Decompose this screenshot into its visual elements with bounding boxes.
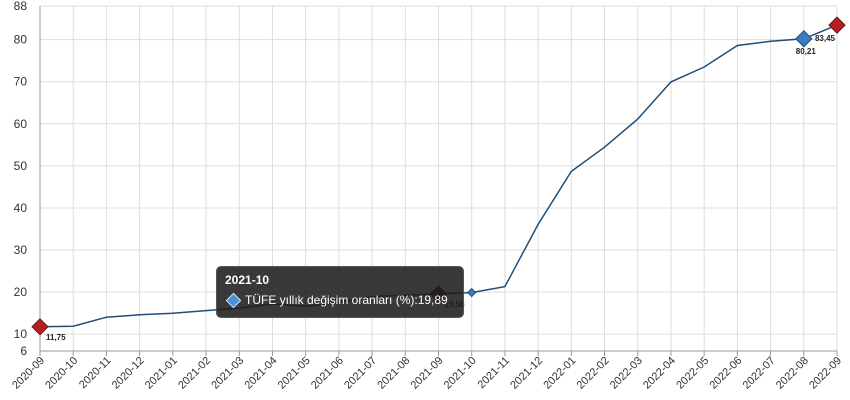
x-tick-label: 2021-01 (143, 355, 180, 392)
y-tick-label: 88 (14, 0, 28, 13)
y-tick-label: 70 (14, 75, 28, 89)
tooltip-title: 2021-10 (225, 273, 270, 287)
chart-tooltip: 2021-10 TÜFE yıllık değişim oranları (%)… (216, 266, 464, 318)
x-tick-label: 2021-07 (342, 355, 379, 392)
x-tick-label: 2020-10 (43, 355, 80, 392)
y-tick-label: 20 (14, 285, 28, 299)
x-tick-label: 2022-06 (707, 355, 744, 392)
x-tick-label: 2021-03 (209, 355, 246, 392)
x-tick-label: 2020-09 (10, 355, 47, 392)
y-tick-label: 40 (14, 201, 28, 215)
data-point-marker (828, 16, 846, 34)
data-label: 80,21 (796, 47, 817, 56)
tooltip-row: TÜFE yıllık değişim oranları (%): 19,89 (225, 292, 455, 308)
x-tick-label: 2022-02 (575, 355, 612, 392)
data-point-marker (795, 30, 813, 48)
x-tick-label: 2021-09 (409, 355, 446, 392)
data-label: 83,45 (815, 34, 836, 43)
y-tick-label: 80 (14, 33, 28, 47)
y-tick-label: 6 (20, 344, 27, 358)
data-point-marker (467, 287, 477, 298)
y-tick-label: 30 (14, 243, 28, 257)
y-tick-label: 50 (14, 159, 28, 173)
y-tick-label: 10 (14, 327, 28, 341)
x-tick-label: 2022-09 (807, 355, 844, 392)
y-tick-label: 60 (14, 117, 28, 131)
x-tick-label: 2021-08 (375, 355, 412, 392)
tooltip-series-label: TÜFE yıllık değişim oranları (%): (245, 293, 418, 307)
data-label: 11,75 (46, 333, 66, 342)
x-tick-label: 2022-01 (541, 355, 578, 392)
x-tick-label: 2021-06 (309, 355, 346, 392)
data-point-marker (31, 318, 49, 336)
tooltip-value: 19,89 (417, 293, 448, 307)
x-tick-label: 2022-05 (674, 355, 711, 392)
x-tick-label: 2022-08 (774, 355, 811, 392)
x-tick-label: 2021-04 (243, 355, 280, 392)
x-tick-label: 2022-07 (741, 355, 778, 392)
x-tick-label: 2021-05 (276, 355, 313, 392)
x-tick-label: 2022-04 (641, 355, 678, 392)
x-tick-label: 2021-11 (476, 355, 512, 391)
diamond-icon (225, 292, 242, 308)
x-tick-label: 2021-10 (442, 355, 479, 392)
x-tick-label: 2020-12 (110, 355, 147, 392)
x-tick-label: 2021-12 (508, 355, 545, 392)
x-tick-label: 2021-02 (176, 355, 213, 392)
x-tick-label: 2022-03 (608, 355, 645, 392)
x-tick-label: 2020-11 (77, 355, 113, 391)
